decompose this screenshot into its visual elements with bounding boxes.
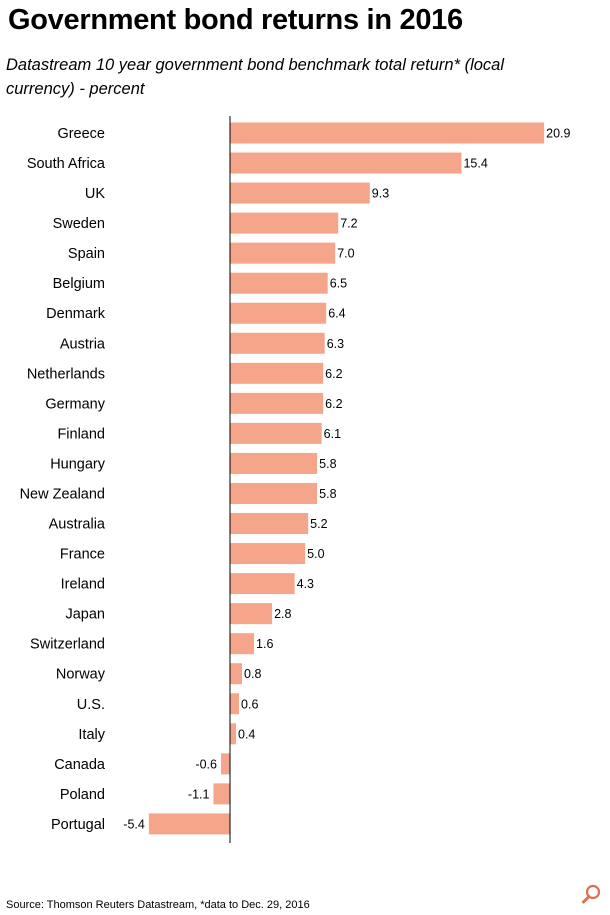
bar-sweden — [230, 212, 339, 234]
bar-uk — [230, 182, 370, 204]
bar-denmark — [230, 302, 327, 324]
category-label: Ireland — [61, 577, 105, 593]
bar-france — [230, 543, 306, 565]
category-label: Sweden — [53, 216, 105, 232]
category-label: Canada — [54, 757, 106, 773]
category-label: Portugal — [51, 817, 105, 833]
value-label: 2.8 — [274, 607, 291, 621]
value-label: -0.6 — [195, 757, 217, 771]
bar-south-africa — [230, 152, 462, 174]
bar-chart: Greece 20.9 South Africa 15.4 UK 9.3 Sweden 7.2… — [20, 116, 571, 843]
chart-subtitle: Datastream 10 year government bond bench… — [6, 56, 505, 98]
bar-germany — [230, 392, 324, 414]
value-label: 5.0 — [307, 547, 324, 561]
bar-italy — [230, 723, 237, 745]
value-label: 6.2 — [325, 397, 342, 411]
bar-austria — [230, 332, 325, 354]
category-label: Hungary — [50, 456, 106, 472]
value-label: -5.4 — [123, 817, 145, 831]
source-note: Source: Thomson Reuters Datastream, *dat… — [6, 899, 310, 911]
category-label: Italy — [78, 727, 105, 743]
value-label: 6.4 — [328, 307, 345, 321]
bar-switzerland — [230, 633, 255, 655]
value-label: 6.2 — [325, 367, 342, 381]
value-label: 15.4 — [463, 157, 487, 171]
category-label: Belgium — [53, 276, 105, 292]
value-label: 0.4 — [238, 727, 255, 741]
category-label: New Zealand — [20, 486, 105, 502]
value-label: 6.1 — [324, 427, 341, 441]
category-label: France — [60, 547, 105, 563]
chart-title: Government bond returns in 2016 — [8, 4, 463, 36]
category-label: Denmark — [46, 306, 106, 322]
category-label: Australia — [49, 517, 106, 533]
value-label: 5.2 — [310, 517, 327, 531]
bar-netherlands — [230, 362, 324, 384]
value-label: 7.2 — [340, 217, 357, 231]
bar-belgium — [230, 272, 328, 294]
category-label: Germany — [45, 396, 105, 412]
category-label: Netherlands — [27, 366, 105, 382]
value-label: 6.5 — [330, 277, 347, 291]
bar-ireland — [230, 573, 295, 595]
bar-norway — [230, 663, 243, 685]
bar-japan — [230, 603, 273, 625]
value-label: 1.6 — [256, 637, 273, 651]
bar-australia — [230, 513, 309, 535]
category-label: Austria — [60, 336, 106, 352]
magnifier-icon[interactable] — [580, 882, 604, 906]
value-label: 6.3 — [327, 337, 344, 351]
bar-u-s — [230, 693, 240, 715]
bar-new-zealand — [230, 482, 318, 504]
bar-spain — [230, 242, 336, 264]
value-label: 0.6 — [241, 697, 258, 711]
category-label: Norway — [56, 667, 106, 683]
bar-canada — [220, 753, 230, 775]
value-label: 0.8 — [244, 667, 261, 681]
category-label: Greece — [57, 126, 105, 142]
bar-greece — [230, 122, 545, 144]
value-label: 5.8 — [319, 487, 336, 501]
bar-poland — [213, 783, 230, 805]
category-label: Japan — [65, 607, 105, 623]
value-label: 5.8 — [319, 457, 336, 471]
value-label: 7.0 — [337, 247, 354, 261]
category-label: Finland — [57, 426, 105, 442]
category-label: U.S. — [77, 697, 105, 713]
category-label: South Africa — [27, 156, 106, 172]
category-label: Spain — [68, 246, 105, 262]
bar-hungary — [230, 452, 318, 474]
value-label: 9.3 — [372, 187, 389, 201]
bar-finland — [230, 422, 322, 444]
value-label: 4.3 — [297, 577, 314, 591]
value-label: 20.9 — [546, 127, 570, 141]
category-label: UK — [85, 186, 105, 202]
category-label: Switzerland — [30, 637, 105, 653]
value-label: -1.1 — [188, 787, 210, 801]
category-label: Poland — [60, 787, 105, 803]
bar-portugal — [148, 813, 230, 835]
